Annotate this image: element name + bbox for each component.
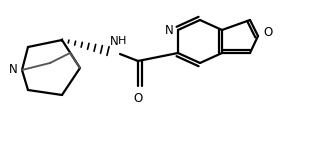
Text: N: N: [9, 62, 17, 75]
Text: N: N: [110, 34, 118, 48]
Text: O: O: [133, 91, 143, 104]
Text: O: O: [263, 25, 273, 38]
Text: N: N: [165, 24, 173, 37]
Text: H: H: [118, 36, 126, 46]
